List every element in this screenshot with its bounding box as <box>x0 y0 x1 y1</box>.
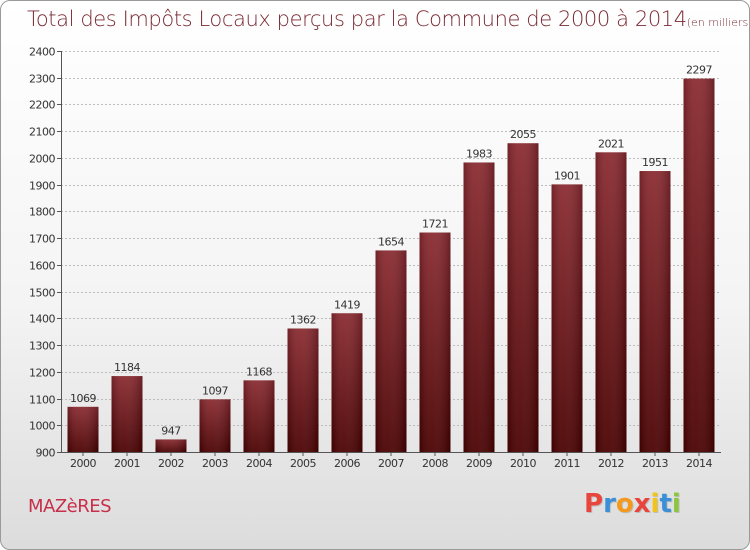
bar-shade <box>67 406 99 452</box>
data-label: 1419 <box>334 298 360 311</box>
logo-letter: r <box>603 489 616 519</box>
x-tick-label: 2000 <box>70 457 96 470</box>
y-tick-label: 1000 <box>29 420 55 433</box>
bar-shade <box>463 162 495 452</box>
bar-shade <box>419 232 451 452</box>
data-label: 1901 <box>554 169 580 182</box>
x-tick-label: 2010 <box>510 457 536 470</box>
data-label: 2021 <box>598 137 624 150</box>
bar-shade <box>551 184 583 452</box>
x-tick-label: 2013 <box>642 457 668 470</box>
x-tick-label: 2002 <box>158 457 184 470</box>
x-tick-label: 2005 <box>290 457 316 470</box>
data-label: 1168 <box>246 365 272 378</box>
data-label: 1951 <box>642 156 668 169</box>
data-label: 1721 <box>422 218 448 231</box>
y-tick-label: 1100 <box>29 394 55 407</box>
bar-shade <box>331 313 363 452</box>
data-label: 1654 <box>378 235 404 248</box>
y-tick-label: 1600 <box>29 260 55 273</box>
bar-shade <box>507 143 539 453</box>
y-tick-label: 2100 <box>29 126 55 139</box>
logo-letter: t <box>659 489 672 519</box>
y-tick-label: 1300 <box>29 340 55 353</box>
commune-name: MAZèRES <box>28 496 112 517</box>
x-tick-label: 2007 <box>378 457 404 470</box>
data-label: 1983 <box>466 147 492 160</box>
logo-letter: o <box>615 489 634 519</box>
y-tick-label: 1900 <box>29 180 55 193</box>
logo-letter: x <box>633 489 651 519</box>
bar-shade <box>287 328 319 452</box>
logo-letter: P <box>584 489 604 519</box>
data-label: 2297 <box>686 64 712 77</box>
proxiti-logo[interactable]: Proxiti <box>584 489 681 519</box>
y-tick-label: 2300 <box>29 73 55 86</box>
x-tick-label: 2014 <box>686 457 712 470</box>
bar-shade <box>375 250 407 452</box>
x-axis: 2000 2001 2002 2003 2004 2005 2006 2007 2008 2009… <box>61 452 721 470</box>
data-label: 2055 <box>510 128 536 141</box>
x-tick-label: 2003 <box>202 457 228 470</box>
y-axis: 900 1000 1100 1200 1300 1400 1500 1600 1700 1800 1… <box>29 46 62 460</box>
x-tick-label: 2004 <box>246 457 272 470</box>
title-text: Total des Impôts Locaux perçus par la Co… <box>27 7 687 31</box>
bar-shade <box>243 380 275 452</box>
data-label: 1097 <box>202 384 228 397</box>
data-label: 947 <box>161 424 181 437</box>
x-tick-label: 2009 <box>466 457 492 470</box>
data-label: 1362 <box>290 313 316 326</box>
chart-title: Total des Impôts Locaux perçus par la Co… <box>27 7 749 31</box>
bars: 1069 1184 947 1097 1168 1362 1419 1654 1721 1983 2… <box>67 64 715 453</box>
x-tick-label: 2011 <box>554 457 580 470</box>
y-tick-label: 900 <box>36 447 56 460</box>
title-unit: (en milliers d'€) <box>686 16 749 29</box>
bar-shade <box>111 376 143 452</box>
bar-shade <box>595 152 627 452</box>
y-tick-label: 1400 <box>29 313 55 326</box>
y-tick-label: 1800 <box>29 206 55 219</box>
bar-shade <box>639 171 671 453</box>
x-tick-label: 2001 <box>114 457 140 470</box>
data-label: 1184 <box>114 361 140 374</box>
x-tick-label: 2008 <box>422 457 448 470</box>
y-tick-label: 1700 <box>29 233 55 246</box>
y-tick-label: 1500 <box>29 287 55 300</box>
x-tick-label: 2006 <box>334 457 360 470</box>
y-tick-label: 2400 <box>29 46 55 59</box>
logo-letter: i <box>671 489 681 519</box>
bar-shade <box>199 399 231 452</box>
y-tick-label: 2000 <box>29 153 55 166</box>
data-label: 1069 <box>70 392 96 405</box>
y-tick-label: 2200 <box>29 99 55 112</box>
bar-shade <box>683 78 715 452</box>
y-tick-label: 1200 <box>29 367 55 380</box>
logo-letter: i <box>650 489 660 519</box>
bar-shade <box>155 439 187 452</box>
grid-lines <box>61 51 721 453</box>
x-tick-label: 2012 <box>598 457 624 470</box>
